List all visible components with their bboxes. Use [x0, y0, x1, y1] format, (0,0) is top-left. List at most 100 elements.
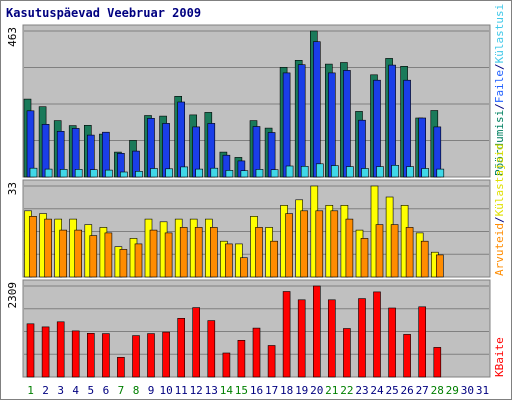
bar-kbaite-6	[102, 333, 110, 378]
bar-kbaite-8	[132, 335, 140, 378]
x-axis-labels: 1 2 3 4 5 6 7 8 9 10 11 12 13 14 15 16 17 18 19 20 21 22 23 24 2…	[27, 384, 489, 397]
bar-külastusi-28	[436, 168, 445, 178]
x-tick-label: 31	[476, 384, 489, 397]
bar-kbaite-23	[358, 298, 366, 378]
bar-arvuteid-13	[210, 227, 218, 278]
bar-arvuteid-25	[390, 224, 399, 278]
bar-faile-25	[388, 64, 396, 178]
bar-külastusi-7	[120, 171, 128, 178]
bar-külastusi-2	[44, 168, 53, 178]
bar-külastusi-1	[29, 167, 38, 178]
bar-arvuteid-22	[345, 218, 354, 278]
legend-panel-3: KBaite	[493, 337, 506, 377]
x-tick-label: 3	[57, 384, 64, 397]
bar-kbaite-11	[177, 317, 185, 378]
bar-faile-27	[418, 117, 427, 178]
panel-max-label: 463	[6, 27, 19, 47]
x-tick-label: 17	[265, 384, 278, 397]
legends: Pöördumisi/Faile/KülastusiArvuteid/Külas…	[493, 4, 506, 377]
x-tick-label: 30	[461, 384, 474, 397]
bar-arvuteid-17	[270, 240, 278, 278]
x-tick-label: 5	[87, 384, 94, 397]
x-tick-label: 13	[205, 384, 218, 397]
bar-kbaite-7	[117, 356, 125, 378]
bar-faile-24	[373, 79, 381, 178]
bar-kbaite-27	[418, 306, 427, 378]
chart-title: Kasutuspäevad Veebruar 2009	[6, 6, 201, 20]
bar-kbaite-14	[222, 352, 231, 378]
bar-kbaite-10	[162, 331, 170, 378]
bar-külastusi-22	[346, 166, 354, 178]
bar-külastusi-19	[300, 166, 309, 178]
bar-arvuteid-26	[405, 227, 414, 278]
x-tick-label: 25	[385, 384, 398, 397]
x-tick-label: 19	[295, 384, 308, 397]
bar-kbaite-16	[252, 327, 261, 378]
bar-arvuteid-4	[74, 229, 82, 278]
legend-panel-2: Arvuteid/Külastajaid	[493, 144, 506, 276]
x-tick-label: 4	[72, 384, 79, 397]
bar-külastusi-18	[285, 165, 294, 178]
x-tick-label: 2	[42, 384, 49, 397]
bar-külastusi-27	[421, 168, 430, 178]
x-tick-label: 7	[118, 384, 125, 397]
x-tick-label: 18	[280, 384, 293, 397]
bar-kbaite-12	[192, 307, 200, 378]
bar-külastusi-21	[330, 165, 339, 178]
legend-entry: Arvuteid	[493, 223, 506, 276]
bar-kbaite-19	[297, 299, 306, 378]
panel-max-label: 2309	[6, 282, 19, 309]
bar-faile-9	[147, 118, 155, 178]
bar-kbaite-28	[433, 347, 442, 378]
legend-entry: /	[493, 63, 506, 70]
bar-kbaite-25	[388, 307, 396, 378]
bar-arvuteid-2	[44, 218, 52, 278]
bar-kbaite-15	[237, 339, 246, 378]
bar-kbaite-17	[267, 345, 276, 378]
bar-kbaite-26	[403, 334, 411, 378]
legend-panel-1: Pöördumisi/Faile/Külastusi	[493, 4, 506, 176]
bar-külastusi-24	[376, 166, 384, 178]
bar-faile-18	[282, 72, 291, 178]
panel-2: 33	[6, 179, 491, 278]
x-tick-label: 26	[400, 384, 413, 397]
chart-panels: 463 33 2309	[6, 24, 491, 378]
bar-arvuteid-1	[29, 216, 37, 278]
x-tick-label: 1	[27, 384, 34, 397]
bar-kbaite-1	[26, 323, 35, 378]
x-tick-label: 14	[220, 384, 234, 397]
panel-3: 2309	[6, 279, 491, 378]
panel-max-label: 33	[6, 182, 19, 195]
bar-külastusi-23	[361, 168, 369, 178]
bar-arvuteid-8	[134, 243, 143, 278]
bar-külastusi-8	[135, 171, 143, 178]
legend-entry: Külastusi	[493, 4, 506, 64]
bar-kbaite-5	[87, 332, 95, 378]
bar-külastusi-20	[315, 163, 324, 178]
bar-kbaite-2	[41, 326, 50, 378]
bar-faile-19	[297, 64, 306, 178]
bar-külastusi-25	[391, 165, 399, 178]
bar-kbaite-18	[282, 291, 291, 378]
x-tick-label: 15	[235, 384, 248, 397]
bar-külastusi-17	[270, 169, 279, 178]
bar-arvuteid-11	[179, 227, 188, 278]
panel-1: 463	[6, 24, 491, 178]
bar-faile-21	[327, 72, 336, 178]
x-tick-label: 16	[250, 384, 263, 397]
bar-kbaite-20	[312, 285, 321, 378]
bar-arvuteid-5	[89, 235, 98, 278]
bar-külastusi-13	[210, 167, 219, 178]
bar-arvuteid-21	[330, 210, 339, 278]
x-tick-label: 8	[133, 384, 140, 397]
bar-kbaite-21	[327, 299, 336, 378]
bar-arvuteid-18	[285, 213, 293, 278]
legend-entry: /	[493, 216, 506, 223]
bar-külastusi-26	[406, 166, 414, 178]
bar-kbaite-24	[373, 291, 381, 378]
bar-külastusi-12	[195, 168, 203, 178]
bar-külastusi-3	[59, 169, 68, 178]
x-tick-label: 28	[431, 384, 444, 397]
bar-faile-22	[343, 70, 351, 178]
